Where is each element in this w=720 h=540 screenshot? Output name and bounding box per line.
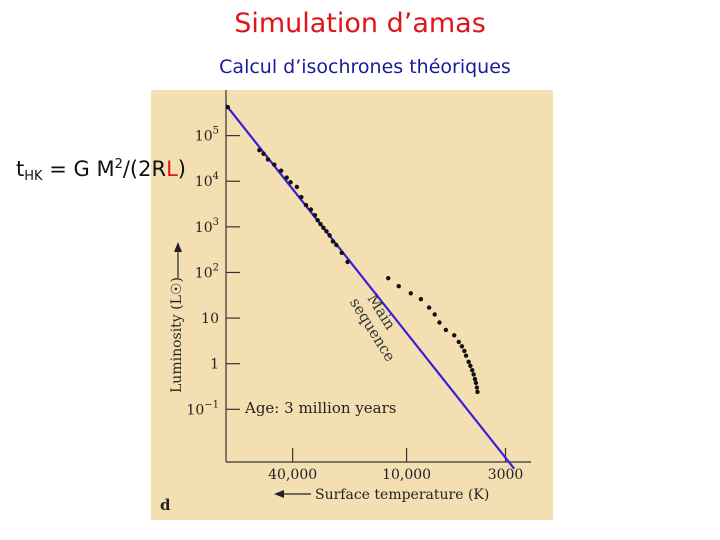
star-point-10 <box>303 202 309 208</box>
formula-mid: = G M <box>42 157 115 181</box>
star-point-0 <box>225 104 231 110</box>
panel-label: d <box>160 496 171 514</box>
y-tick-label-3: 102 <box>195 262 219 281</box>
x-tick-label-2: 3000 <box>488 467 524 483</box>
y-tick-base-4: 10 <box>201 311 219 327</box>
formula-exponent: 2 <box>114 157 123 172</box>
star-point-29 <box>443 327 449 333</box>
star-point-33 <box>462 348 467 354</box>
star-point-28 <box>437 320 442 325</box>
y-tick-label-0: 105 <box>195 126 219 145</box>
formula-lhs: t <box>16 157 25 181</box>
star-point-6 <box>284 175 289 180</box>
x-tick-label-0: 40,000 <box>268 467 317 483</box>
y-tick-label-6: 10−1 <box>186 399 219 418</box>
star-point-4 <box>272 162 277 167</box>
star-point-35 <box>466 359 471 365</box>
star-point-5 <box>278 168 284 173</box>
star-point-27 <box>432 312 437 317</box>
y-axis-arrow <box>174 242 182 278</box>
star-point-3 <box>265 157 271 162</box>
star-point-18 <box>330 239 336 244</box>
star-point-19 <box>334 242 339 248</box>
star-point-20 <box>339 250 344 255</box>
star-point-36 <box>468 363 473 368</box>
hr-diagram-figure: 105 104 103 102 10 1 10−1 40,000 10,000 3000 Mai… <box>151 90 553 520</box>
star-point-13 <box>315 217 320 223</box>
y-tick-base-3: 10 <box>195 265 213 281</box>
star-point-8 <box>294 184 300 190</box>
star-point-24 <box>408 291 413 296</box>
star-point-23 <box>396 283 401 289</box>
y-tick-exp-2: 3 <box>213 217 219 228</box>
star-point-31 <box>456 339 461 345</box>
formula-open: /(2R <box>122 157 167 181</box>
x-axis-arrow <box>274 490 311 498</box>
x-ticks: 40,000 10,000 3000 <box>268 448 523 483</box>
y-tick-exp-3: 2 <box>213 262 219 273</box>
main-sequence-label: Main sequence <box>346 285 414 364</box>
star-point-9 <box>299 194 304 200</box>
star-point-12 <box>312 213 318 218</box>
x-tick-label-1: 10,000 <box>382 467 431 483</box>
star-point-21 <box>345 259 350 265</box>
x-axis-title: Surface temperature (K) <box>315 487 489 503</box>
star-point-38 <box>471 372 476 377</box>
age-annotation: Age: 3 million years <box>244 399 396 417</box>
star-point-17 <box>327 233 332 238</box>
y-tick-label-5: 1 <box>210 357 219 373</box>
y-tick-base-2: 10 <box>195 220 213 236</box>
star-point-41 <box>474 385 480 390</box>
star-point-39 <box>472 376 478 382</box>
star-point-25 <box>418 296 424 302</box>
star-point-15 <box>321 225 326 231</box>
y-tick-base-0: 10 <box>195 129 213 145</box>
star-point-42 <box>475 389 480 395</box>
star-point-40 <box>473 380 479 386</box>
y-tick-label-1: 104 <box>195 171 219 190</box>
y-tick-label-4: 10 <box>201 311 219 327</box>
formula-close: ) <box>177 157 186 181</box>
slide-title: Simulation d’amas <box>234 8 486 39</box>
star-point-16 <box>324 229 329 234</box>
formula-luminosity-symbol: L <box>166 157 178 181</box>
y-axis-title: Luminosity (L☉) <box>169 277 185 393</box>
star-point-1 <box>257 147 262 153</box>
slide-subtitle: Calcul d’isochrones théoriques <box>219 56 511 78</box>
y-tick-exp-6: −1 <box>204 399 219 410</box>
star-point-7 <box>288 180 293 185</box>
star-point-34 <box>463 353 469 358</box>
star-point-11 <box>308 207 314 212</box>
formula-lhs-subscript: HK <box>24 169 43 184</box>
y-tick-label-2: 103 <box>195 217 219 236</box>
y-tick-base-1: 10 <box>195 174 213 190</box>
star-point-26 <box>426 305 432 310</box>
star-point-30 <box>452 333 457 338</box>
star-point-37 <box>469 368 475 373</box>
timescale-formula: tHK = G M2/(2RL) <box>16 157 186 184</box>
star-point-22 <box>386 275 391 281</box>
y-tick-exp-1: 4 <box>213 171 219 182</box>
star-point-32 <box>459 344 465 349</box>
star-point-2 <box>261 151 266 156</box>
star-point-14 <box>318 221 323 227</box>
y-tick-base-5: 1 <box>210 357 219 373</box>
y-tick-exp-0: 5 <box>213 126 219 137</box>
y-tick-base-6: 10 <box>186 402 204 418</box>
stars-series <box>225 104 480 395</box>
